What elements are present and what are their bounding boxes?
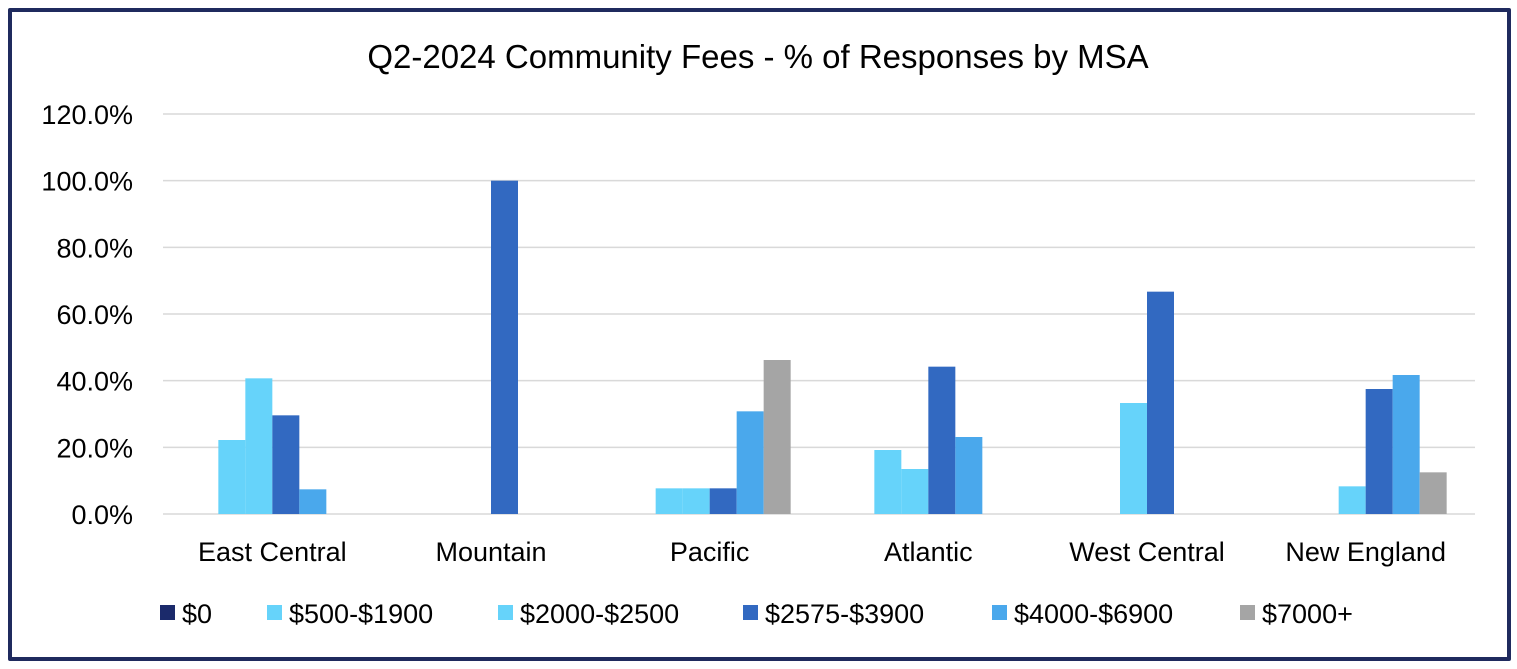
legend: $0 $500-$1900 $2000-$2500 $2575-$3900 $4000-… (160, 599, 1353, 629)
legend-label: $7000+ (1262, 599, 1353, 629)
legend-label: $4000-$6900 (1014, 599, 1173, 629)
bar-5-5 (1419, 472, 1447, 514)
bar-3-2 (709, 488, 737, 514)
bar-1-3 (874, 450, 902, 514)
y-tick-label: 20.0% (56, 433, 133, 463)
bar-3-4 (1147, 291, 1174, 514)
bar-3-5 (1365, 389, 1393, 514)
legend-swatch (498, 605, 513, 620)
bar-3-0 (272, 415, 300, 514)
bar-2-0 (245, 378, 273, 514)
chart-title: Q2-2024 Community Fees - % of Responses … (367, 38, 1148, 75)
bar-4-5 (1392, 375, 1420, 514)
legend-label: $0 (182, 599, 212, 629)
category-label: New England (1285, 537, 1446, 567)
bar-4-0 (299, 489, 327, 514)
category-label: West Central (1069, 537, 1225, 567)
bar-1-2 (655, 488, 683, 514)
legend-label: $500-$1900 (289, 599, 433, 629)
y-tick-label: 100.0% (41, 167, 133, 197)
y-tick-label: 60.0% (56, 300, 133, 330)
category-label: Mountain (435, 537, 546, 567)
bars (218, 180, 1447, 514)
legend-swatch (743, 605, 758, 620)
legend-swatch (267, 605, 282, 620)
bar-1-0 (218, 440, 246, 514)
y-tick-label: 0.0% (71, 500, 133, 530)
bar-4-2 (736, 411, 764, 514)
category-label: East Central (198, 537, 347, 567)
bar-3-3 (928, 366, 956, 514)
bar-2-3 (901, 469, 929, 514)
bar-5-2 (763, 360, 791, 514)
legend-label: $2575-$3900 (765, 599, 924, 629)
y-tick-label: 120.0% (41, 100, 133, 130)
category-label: Atlantic (884, 537, 973, 567)
bar-3-1 (491, 180, 518, 514)
x-axis-categories: East Central Mountain Pacific Atlantic West … (198, 537, 1446, 567)
bar-2-2 (682, 488, 710, 514)
category-label: Pacific (670, 537, 750, 567)
y-axis-ticks: 0.0% 20.0% 40.0% 60.0% 80.0% 100.0% 120.0% (41, 100, 133, 530)
legend-swatch (1240, 605, 1255, 620)
bar-4-3 (955, 437, 983, 514)
legend-label: $2000-$2500 (520, 599, 679, 629)
y-tick-label: 80.0% (56, 233, 133, 263)
y-tick-label: 40.0% (56, 367, 133, 397)
bar-2-5 (1338, 486, 1366, 514)
chart-frame (8, 8, 1511, 661)
bar-2-4 (1120, 403, 1147, 514)
legend-swatch (160, 605, 175, 620)
legend-swatch (992, 605, 1007, 620)
gridlines (163, 113, 1475, 515)
